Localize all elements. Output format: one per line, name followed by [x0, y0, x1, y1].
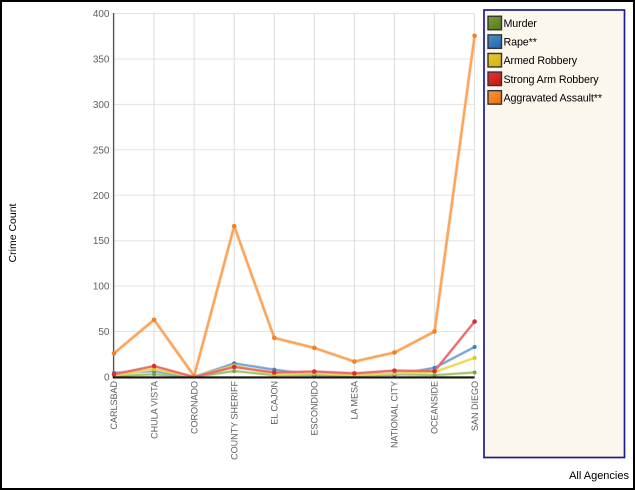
svg-text:Crime Count: Crime Count — [7, 203, 19, 262]
svg-text:200: 200 — [93, 191, 110, 202]
svg-text:Rape**: Rape** — [504, 37, 537, 49]
svg-text:CORONADO: CORONADO — [189, 381, 199, 434]
svg-text:All Agencies: All Agencies — [569, 470, 629, 482]
svg-text:50: 50 — [98, 327, 110, 338]
svg-text:150: 150 — [93, 236, 110, 247]
svg-text:EL CAJON: EL CAJON — [269, 381, 279, 425]
svg-text:NATIONAL CITY: NATIONAL CITY — [390, 381, 400, 448]
svg-text:Aggravated Assault**: Aggravated Assault** — [504, 92, 602, 104]
svg-text:400: 400 — [93, 9, 110, 20]
svg-text:SAN DIEGO: SAN DIEGO — [470, 381, 480, 431]
svg-text:0: 0 — [104, 373, 110, 384]
svg-text:250: 250 — [93, 145, 110, 156]
svg-text:OCEANSIDE: OCEANSIDE — [430, 381, 440, 434]
svg-text:COUNTY SHERIFF: COUNTY SHERIFF — [229, 381, 239, 460]
svg-text:Strong Arm Robbery: Strong Arm Robbery — [504, 74, 600, 86]
svg-text:Armed Robbery: Armed Robbery — [504, 55, 578, 67]
svg-text:LA MESA: LA MESA — [350, 381, 360, 420]
svg-text:350: 350 — [93, 54, 110, 65]
svg-text:CARLSBAD: CARLSBAD — [109, 380, 119, 429]
svg-text:Murder: Murder — [504, 18, 538, 30]
svg-text:100: 100 — [93, 282, 110, 293]
svg-text:ESCONDIDO: ESCONDIDO — [310, 381, 320, 436]
svg-text:300: 300 — [93, 100, 110, 111]
svg-text:CHULA VISTA: CHULA VISTA — [149, 381, 159, 439]
